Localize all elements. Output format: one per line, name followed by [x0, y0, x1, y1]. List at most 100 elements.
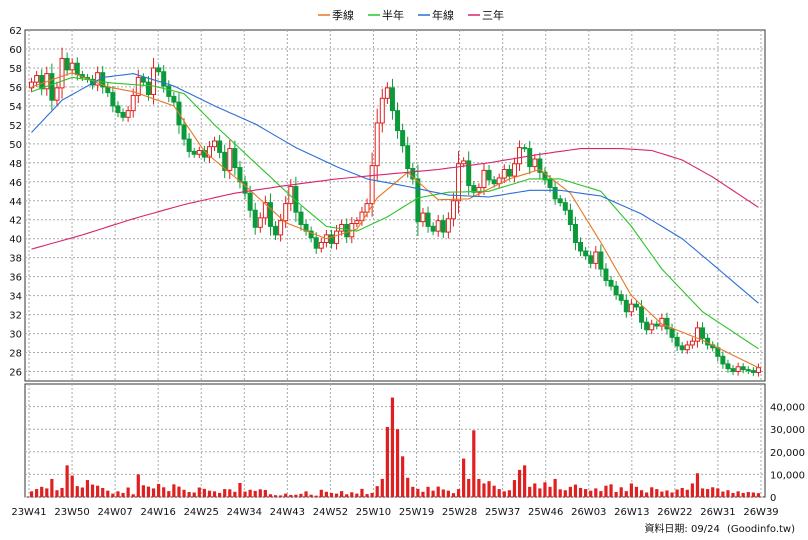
candle-body: [572, 223, 578, 243]
candle-body: [69, 62, 75, 71]
candle-body: [222, 151, 228, 171]
candle-body: [527, 148, 533, 168]
candle-body: [125, 110, 131, 118]
candle-body: [445, 218, 451, 233]
volume-bar: [151, 488, 156, 497]
volume-bar: [212, 491, 217, 497]
candle-body: [730, 368, 736, 373]
candle-body: [247, 192, 253, 211]
candle-body: [191, 150, 197, 155]
volume-bar: [401, 456, 405, 497]
candle-body: [186, 138, 192, 152]
volume-bar: [136, 474, 140, 497]
volume-bar: [497, 489, 501, 497]
volume-bar: [538, 488, 542, 497]
candle-body: [389, 87, 395, 112]
candle-body: [156, 67, 162, 73]
volume-bar: [187, 492, 191, 497]
volume-bar: [299, 493, 303, 497]
volume-bar: [202, 488, 206, 497]
volume-bar: [101, 487, 105, 497]
x-tick-label: 25W19: [399, 507, 434, 518]
volume-bar: [35, 489, 39, 497]
x-tick-label: 24W07: [97, 507, 132, 518]
volume-bar: [563, 490, 567, 497]
candle-body: [339, 223, 345, 232]
x-tick-label: 26W22: [657, 507, 692, 518]
volume-bar: [345, 494, 349, 497]
candle-body: [628, 303, 634, 313]
candle-body: [328, 234, 334, 244]
volume-bar: [609, 484, 613, 497]
candle-body: [384, 87, 390, 99]
volume-bar: [426, 486, 430, 497]
volume-bar: [639, 490, 644, 497]
volume-bar: [604, 485, 608, 497]
volume-bar: [273, 495, 278, 497]
candle-body: [196, 149, 202, 155]
volume-bar: [90, 484, 95, 497]
candle-body: [598, 251, 604, 270]
candle-body: [232, 148, 238, 169]
volume-bar: [441, 489, 445, 497]
candle-body: [567, 209, 573, 225]
candle-body: [135, 76, 141, 96]
volume-bar: [665, 490, 669, 497]
candle-body: [39, 75, 45, 90]
candle-body: [440, 220, 446, 233]
candle-body: [684, 344, 690, 351]
volume-bar: [177, 486, 181, 497]
volume-bar: [477, 478, 481, 497]
candle-body: [369, 165, 375, 205]
volume-bar: [533, 483, 537, 497]
candle-body: [618, 294, 624, 301]
candle-body: [283, 203, 289, 222]
x-tick-label: 25W37: [485, 507, 520, 518]
legend-label: 年線: [432, 8, 454, 22]
volume-bar: [614, 492, 618, 497]
moving-average-line-季線: [31, 72, 759, 369]
volume-bar: [350, 492, 354, 497]
candle-body: [639, 306, 645, 323]
candle-body: [720, 355, 726, 365]
volume-bar: [40, 486, 44, 497]
volume-bar: [375, 486, 379, 497]
candle-body: [206, 146, 212, 158]
candle-body: [334, 230, 340, 244]
candle-body: [450, 200, 456, 220]
candle-body: [583, 250, 589, 257]
candle-body: [532, 158, 538, 168]
volume-bar: [421, 491, 425, 497]
candle-body: [588, 255, 594, 264]
volume-bar: [207, 490, 212, 497]
volume-bar: [258, 489, 262, 497]
candle-body: [29, 81, 35, 89]
volume-bar: [756, 493, 761, 497]
price-tick-label: 54: [9, 102, 22, 113]
candle-body: [725, 363, 731, 370]
data-date-label: 資料日期: 09/24: [644, 522, 719, 535]
price-tick-label: 26: [9, 368, 22, 379]
candle-body: [59, 57, 65, 89]
volume-bar: [548, 486, 552, 497]
volume-bar: [624, 491, 628, 497]
volume-bar: [111, 493, 115, 497]
volume-bar: [294, 494, 298, 497]
candle-body: [425, 212, 431, 227]
volume-bar: [355, 493, 359, 497]
volume-bar: [233, 491, 237, 497]
candle-body: [212, 140, 218, 148]
candle-body: [171, 95, 177, 103]
volume-bar: [116, 491, 120, 497]
candle-body: [537, 158, 543, 173]
candle-body: [633, 303, 639, 308]
x-tick-label: 23W41: [11, 507, 46, 518]
candle-body: [140, 76, 146, 83]
volume-bar: [680, 487, 684, 497]
volume-bar: [675, 489, 679, 497]
candle-body: [410, 168, 416, 180]
candle-body: [506, 168, 512, 177]
volume-bar: [716, 488, 720, 497]
volume-bar: [319, 489, 323, 497]
candle-body: [181, 124, 187, 140]
